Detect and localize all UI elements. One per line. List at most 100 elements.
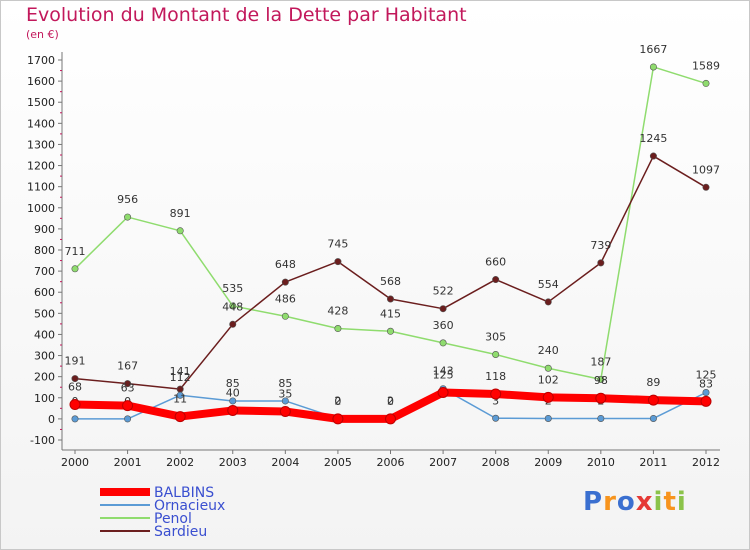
y-tick-label: 1400 <box>27 117 55 130</box>
data-label-ornacieux: 125 <box>696 369 717 382</box>
data-label-ornacieux: 2 <box>387 394 394 407</box>
y-tick-label: 200 <box>34 371 55 384</box>
y-tick-label: 700 <box>34 265 55 278</box>
data-point-ornacieux <box>597 414 605 422</box>
chart-subtitle: (en €) <box>26 28 59 41</box>
proxiti-logo: Proxiti <box>583 487 687 517</box>
data-label-sardieu: 739 <box>590 239 611 252</box>
legend-label-sardieu: Sardieu <box>154 524 207 540</box>
data-label-sardieu: 568 <box>380 275 401 288</box>
data-label-balbins: 0 <box>387 395 394 408</box>
data-point-penol <box>492 350 500 358</box>
data-point-sardieu <box>544 298 552 306</box>
y-tick-label: 1100 <box>27 181 55 194</box>
data-label-balbins: 102 <box>538 373 559 386</box>
data-label-balbins: 11 <box>173 393 187 406</box>
x-tick-label: 2003 <box>219 456 247 469</box>
data-label-penol: 428 <box>327 305 348 318</box>
x-tick-label: 2011 <box>639 456 667 469</box>
legend-label-balbins: BALBINS <box>154 485 214 501</box>
data-point-penol <box>544 364 552 372</box>
data-label-ornacieux: 2 <box>334 394 341 407</box>
data-point-balbins <box>174 411 186 423</box>
logo-letter: t <box>663 487 677 517</box>
x-tick-label: 2005 <box>324 456 352 469</box>
data-point-sardieu <box>124 380 132 388</box>
data-point-balbins <box>227 404 239 416</box>
data-label-balbins: 40 <box>226 386 240 399</box>
series-line-sardieu <box>74 155 707 390</box>
y-tick-label: 1600 <box>27 75 55 88</box>
x-tick-label: 2008 <box>482 456 510 469</box>
y-tick-label: 500 <box>34 307 55 320</box>
data-label-penol: 1589 <box>692 59 720 72</box>
data-point-penol <box>439 339 447 347</box>
y-tick-label: 400 <box>34 328 55 341</box>
logo-letter: P <box>583 487 604 517</box>
data-point-sardieu <box>492 276 500 284</box>
data-point-sardieu <box>334 258 342 266</box>
data-point-ornacieux <box>229 397 237 405</box>
y-tick-label: 800 <box>34 244 55 257</box>
data-label-balbins: 0 <box>334 395 341 408</box>
x-tick-label: 2007 <box>429 456 457 469</box>
y-tick-label: 1700 <box>27 54 55 67</box>
logo-letter: o <box>616 487 636 517</box>
data-point-penol <box>702 79 710 87</box>
data-point-sardieu <box>597 259 605 267</box>
data-label-balbins: 125 <box>433 369 454 382</box>
data-point-penol <box>124 213 132 221</box>
y-tick-label: 600 <box>34 286 55 299</box>
legend-label-ornacieux: Ornacieux <box>154 498 225 514</box>
data-point-penol <box>229 302 237 310</box>
y-tick-label: 1200 <box>27 160 55 173</box>
x-tick-label: 2012 <box>692 456 720 469</box>
data-point-ornacieux <box>124 415 132 423</box>
legend-label-penol: Penol <box>154 511 192 527</box>
data-point-sardieu <box>229 320 237 328</box>
data-label-ornacieux: 3 <box>492 394 499 407</box>
data-point-ornacieux <box>176 391 184 399</box>
x-tick-label: 2004 <box>271 456 299 469</box>
y-tick-label: 900 <box>34 223 55 236</box>
data-label-sardieu: 648 <box>275 258 296 271</box>
data-point-ornacieux <box>281 397 289 405</box>
data-point-sardieu <box>176 385 184 393</box>
data-label-balbins: 89 <box>646 376 660 389</box>
data-label-sardieu: 167 <box>117 360 138 373</box>
data-point-balbins <box>122 400 134 412</box>
data-label-penol: 305 <box>485 331 506 344</box>
data-label-sardieu: 1097 <box>692 163 720 176</box>
data-label-penol: 415 <box>380 307 401 320</box>
logo-letter: r <box>603 487 617 517</box>
data-point-sardieu <box>71 375 79 383</box>
data-label-penol: 240 <box>538 344 559 357</box>
x-tick-label: 2009 <box>534 456 562 469</box>
data-point-balbins <box>437 387 449 398</box>
data-point-penol <box>649 63 657 71</box>
data-point-ornacieux <box>544 414 552 422</box>
data-label-sardieu: 1245 <box>639 132 667 145</box>
y-tick-label: 0 <box>48 413 55 426</box>
data-label-penol: 1667 <box>639 43 667 56</box>
logo-letter: i <box>676 487 687 517</box>
data-point-balbins <box>647 394 659 406</box>
x-tick-label: 2001 <box>114 456 142 469</box>
data-point-penol <box>597 375 605 383</box>
data-point-balbins <box>385 413 396 425</box>
data-point-ornacieux <box>492 414 500 422</box>
data-label-penol: 956 <box>117 193 138 206</box>
y-tick-label: 300 <box>34 350 55 363</box>
data-label-ornacieux: 85 <box>278 377 292 390</box>
data-label-ornacieux: 112 <box>170 371 191 384</box>
x-tick-label: 2000 <box>61 456 89 469</box>
data-point-sardieu <box>649 152 657 160</box>
data-label-balbins: 35 <box>278 388 292 401</box>
data-label-penol: 535 <box>222 282 243 295</box>
data-label-ornacieux: 143 <box>433 365 454 378</box>
data-point-balbins <box>700 395 712 407</box>
y-tick-label: 1500 <box>27 96 55 109</box>
data-point-penol <box>71 265 79 273</box>
